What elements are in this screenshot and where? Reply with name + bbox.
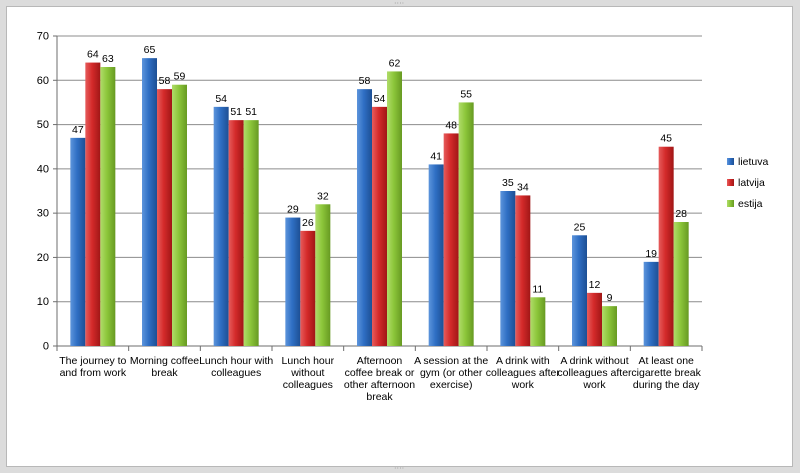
data-label: 54: [374, 93, 386, 105]
bar-estija: [387, 71, 402, 346]
y-tick-label: 0: [43, 341, 49, 353]
x-tick-label: A session at the gym (or other exercise): [414, 355, 488, 391]
y-tick-label: 30: [37, 208, 49, 220]
bar-lietuva: [428, 164, 444, 346]
bar-latvija: [85, 62, 101, 346]
bar-estija: [315, 204, 331, 346]
legend-label-latvija: latvija: [738, 177, 765, 189]
bar-estija: [243, 120, 259, 347]
x-tick-label: Lunch hour with colleagues: [199, 355, 273, 379]
bar-latvija: [515, 195, 531, 346]
bars: [70, 58, 689, 347]
data-label: 28: [675, 208, 687, 220]
data-label: 48: [445, 119, 457, 131]
bar-latvija: [587, 292, 602, 346]
data-label: 11: [532, 283, 543, 295]
bar-lietuva: [643, 261, 659, 346]
legend[interactable]: lietuva latvija estija: [727, 156, 769, 210]
x-tick-label: Lunch hour without colleagues: [282, 355, 335, 391]
legend-swatch-lietuva: [727, 158, 734, 165]
bar-latvija: [300, 230, 316, 346]
x-tick-label: A drink with colleagues after work: [486, 355, 561, 391]
bar-lietuva: [572, 235, 587, 346]
y-tick-label: 20: [37, 252, 49, 264]
data-label: 47: [72, 124, 84, 136]
bar-lietuva: [142, 58, 157, 347]
data-label: 64: [87, 49, 99, 61]
data-label: 58: [159, 75, 171, 87]
data-label: 54: [215, 93, 227, 105]
x-tick-label: Afternoon coffee break or other afternoon b…: [344, 355, 415, 403]
x-tick-label: Morning coffee break: [130, 355, 199, 379]
bar-lietuva: [213, 106, 229, 346]
bar-lietuva: [500, 191, 516, 346]
data-label: 29: [287, 204, 299, 216]
data-label: 59: [174, 71, 186, 83]
bar-latvija: [443, 133, 459, 346]
chart-area[interactable]: 0 10 20 30 40 50 60 70 The journey to and from wo…: [6, 6, 793, 467]
bar-latvija: [658, 146, 674, 346]
bar-estija: [602, 306, 617, 346]
resize-handle-bottom[interactable]: ····: [394, 464, 405, 473]
data-label: 62: [389, 57, 401, 69]
data-label: 58: [359, 75, 371, 87]
data-label: 65: [144, 44, 156, 56]
data-label: 26: [302, 217, 314, 229]
data-label: 41: [430, 150, 442, 162]
bar-estija: [458, 102, 474, 346]
bar-estija: [673, 222, 689, 346]
bar-chart: 0 10 20 30 40 50 60 70 The journey to and from wo…: [37, 31, 769, 404]
x-tick-label: A drink without colleagues after work: [557, 355, 632, 391]
axes: 0 10 20 30 40 50 60 70 The journey to and from wo…: [37, 31, 703, 403]
data-label: 25: [574, 221, 586, 233]
bar-lietuva: [285, 217, 301, 346]
bar-estija: [172, 84, 187, 346]
bar-latvija: [228, 120, 244, 347]
bar-estija: [100, 67, 116, 346]
data-label: 35: [502, 177, 514, 189]
legend-swatch-estija: [727, 200, 734, 207]
y-tick-label: 40: [37, 163, 49, 175]
resize-handle-top[interactable]: ····: [394, 0, 405, 8]
data-label: 32: [317, 190, 329, 202]
data-label: 45: [660, 133, 672, 145]
data-label: 55: [460, 88, 472, 100]
bar-latvija: [157, 89, 172, 347]
data-label: 9: [607, 292, 613, 304]
legend-label-lietuva: lietuva: [738, 156, 769, 168]
y-tick-label: 10: [37, 296, 49, 308]
y-tick-label: 70: [37, 31, 49, 43]
bar-estija: [530, 297, 546, 346]
data-label: 12: [589, 279, 601, 291]
data-label: 34: [517, 181, 529, 193]
data-label: 51: [230, 106, 242, 118]
legend-swatch-latvija: [727, 179, 734, 186]
data-label: 19: [645, 248, 657, 260]
data-label: 63: [102, 53, 114, 65]
bar-lietuva: [357, 89, 372, 347]
x-tick-label: The journey to and from work: [59, 355, 127, 379]
y-tick-label: 60: [37, 75, 49, 87]
x-tick-label: At least one cigarette break during the da…: [631, 355, 701, 391]
legend-label-estija: estija: [738, 198, 763, 210]
y-tick-label: 50: [37, 119, 49, 131]
data-label: 51: [245, 106, 257, 118]
bar-lietuva: [70, 137, 86, 346]
bar-latvija: [372, 106, 387, 346]
